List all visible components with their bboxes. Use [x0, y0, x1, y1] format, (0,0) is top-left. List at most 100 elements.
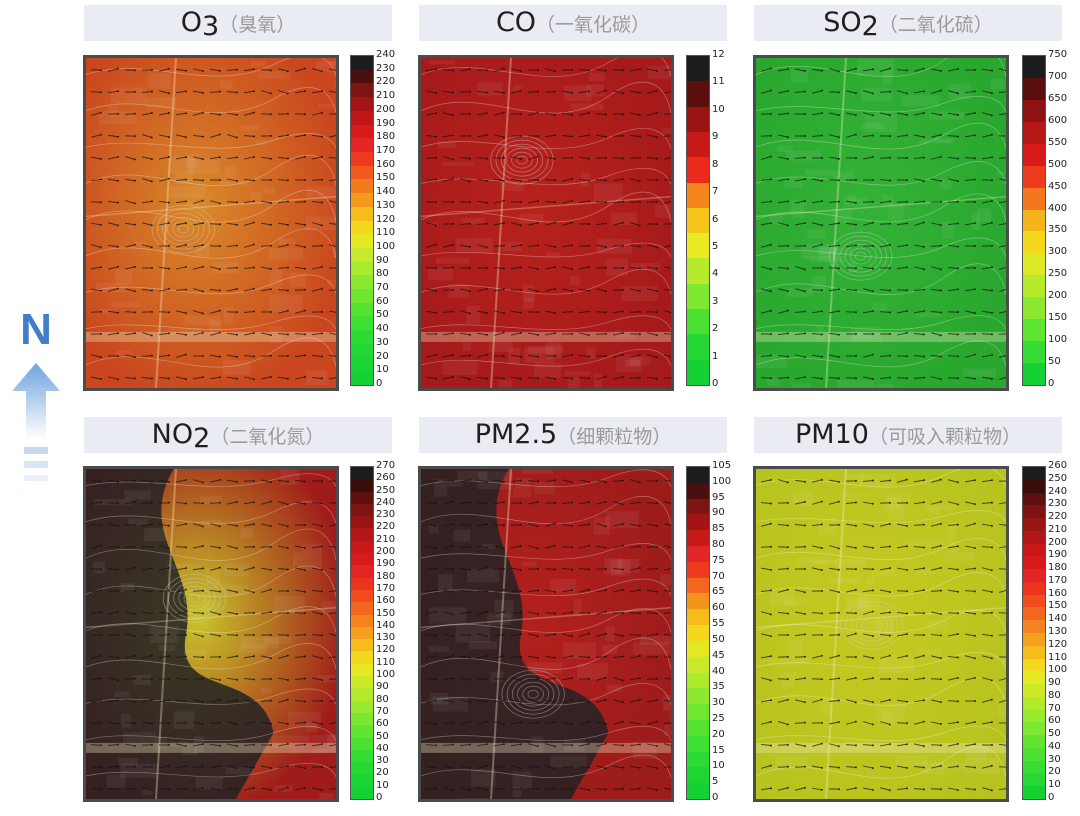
colorbar-tick-label: 90	[1048, 677, 1061, 689]
colorbar-tick-label: 0	[1048, 792, 1055, 803]
colorbar-cell	[351, 639, 373, 652]
colorbar-o3	[350, 55, 374, 386]
colorbar-tick-label: 400	[1048, 202, 1068, 214]
colorbar-cell	[687, 656, 709, 673]
colorbar-tick-label: 150	[376, 607, 396, 619]
colorbar-cell	[1023, 165, 1045, 189]
colorbar-cell	[351, 124, 373, 139]
colorbar-cell	[351, 247, 373, 263]
colorbar-cell	[687, 719, 709, 737]
colorbar-tick-label: 25	[712, 712, 725, 724]
colorbar-tick-label: 30	[712, 697, 725, 709]
pollutant-subscript: 3	[202, 11, 220, 42]
colorbar-tick-label: 150	[1048, 600, 1068, 612]
colorbar-tick-label: 75	[712, 554, 725, 566]
colorbar-cell	[1023, 99, 1045, 123]
colorbar-tick-label: 4	[712, 268, 719, 280]
colorbar-cell	[687, 106, 709, 133]
colorbar-tick-label: 450	[1048, 180, 1068, 192]
colorbar-tick-label: 10	[376, 779, 389, 791]
colorbar-cell	[1023, 479, 1045, 494]
colorbar-tick-label: 1	[712, 350, 719, 362]
colorbar-cell	[351, 503, 373, 517]
colorbar-tick-label: 20	[376, 350, 389, 362]
colorbar-tick-label: 190	[1048, 549, 1068, 561]
colorbar-cell	[687, 131, 709, 158]
colorbar-cell	[687, 359, 709, 386]
panel-title-no2: NO2（二氧化氮）	[84, 417, 392, 454]
colorbar-cell	[687, 283, 709, 310]
colorbar-tick-label: 12	[712, 49, 725, 60]
colorbar-cell	[351, 676, 373, 689]
colorbar-cell	[1023, 363, 1045, 386]
pollutant-subscript: 2	[193, 423, 211, 454]
panel-title-pm25: PM2.5（细颗粒物）	[419, 417, 727, 453]
colorbar-pm25	[686, 466, 710, 800]
pollutant-subscript: 2	[861, 11, 879, 42]
colorbar-cell	[1023, 77, 1045, 101]
colorbar-cell	[1023, 231, 1045, 254]
colorbar-tick-label: 8	[712, 158, 719, 170]
colorbar-cell	[351, 83, 373, 98]
colorbar-tick-label: 100	[712, 475, 732, 487]
colorbar-cell	[687, 207, 709, 234]
colorbar-cell	[351, 602, 373, 616]
pollutant-name: SO	[823, 7, 862, 38]
colorbar-tick-label: 70	[1048, 702, 1061, 714]
colorbar-cell	[351, 357, 373, 372]
colorbar-tick-label: 45	[712, 649, 725, 661]
colorbar-tick-label: 260	[1048, 460, 1068, 471]
colorbar-tick-label: 200	[376, 546, 396, 558]
colorbar-cell	[351, 234, 373, 249]
colorbar-tick-label: 120	[376, 213, 396, 225]
colorbar-tick-label: 40	[376, 742, 389, 754]
colorbar-tick-label: 220	[376, 76, 396, 88]
map-o3	[83, 55, 339, 391]
colorbar-cell	[351, 540, 373, 554]
colorbar-tick-label: 230	[376, 509, 396, 521]
pollutant-name: NO	[151, 419, 194, 450]
colorbar-tick-label: 170	[1048, 574, 1068, 586]
colorbar-cell	[687, 498, 709, 515]
colorbar-tick-label: 240	[376, 496, 396, 508]
colorbar-tick-label: 90	[376, 681, 389, 693]
colorbar-cell	[351, 151, 373, 167]
colorbar-cell	[687, 482, 709, 500]
colorbar-tick-label: 2	[712, 323, 719, 335]
colorbar-tick-label: 250	[376, 484, 396, 496]
colorbar-cell	[351, 302, 373, 317]
colorbar-tick-label: 240	[376, 49, 396, 60]
colorbar-tick-label: 230	[1048, 498, 1068, 510]
colorbar-cell	[687, 334, 709, 361]
colorbar-tick-label: 0	[376, 792, 383, 803]
colorbar-cell	[351, 774, 373, 788]
map-canvas	[421, 58, 671, 388]
colorbar-tick-label: 11	[712, 76, 725, 88]
colorbar-cell	[1023, 696, 1045, 711]
colorbar-cell	[1023, 773, 1045, 787]
colorbar-cell	[351, 762, 373, 775]
colorbar-cell	[1023, 671, 1045, 685]
colorbar-cell	[687, 625, 709, 642]
colorbar-tick-label: 80	[376, 693, 389, 705]
colorbar-tick-label: 50	[376, 309, 389, 321]
colorbar-tick-label: 40	[712, 665, 725, 677]
colorbar-tick-label: 35	[712, 681, 725, 693]
north-indicator: N	[8, 305, 64, 505]
colorbar-tick-label: 60	[712, 602, 725, 614]
colorbar-tick-label: 500	[1048, 158, 1068, 170]
colorbar-tick-label: 170	[376, 144, 396, 156]
colorbar-cell	[687, 530, 709, 547]
colorbar-tick-label: 100	[376, 669, 396, 681]
colorbar-cell	[1023, 467, 1045, 481]
colorbar-tick-label: 220	[1048, 511, 1068, 523]
colorbar-tick-label: 3	[712, 295, 719, 307]
colorbar-tick-label: 60	[1048, 715, 1061, 727]
colorbar-tick-label: 200	[376, 103, 396, 115]
colorbar-tick-label: 20	[1048, 766, 1061, 778]
colorbar-cell	[351, 343, 373, 359]
colorbar-cell	[351, 69, 373, 84]
colorbar-cell	[351, 467, 373, 480]
colorbar-tick-label: 60	[376, 718, 389, 730]
colorbar-tick-label: 20	[376, 767, 389, 779]
